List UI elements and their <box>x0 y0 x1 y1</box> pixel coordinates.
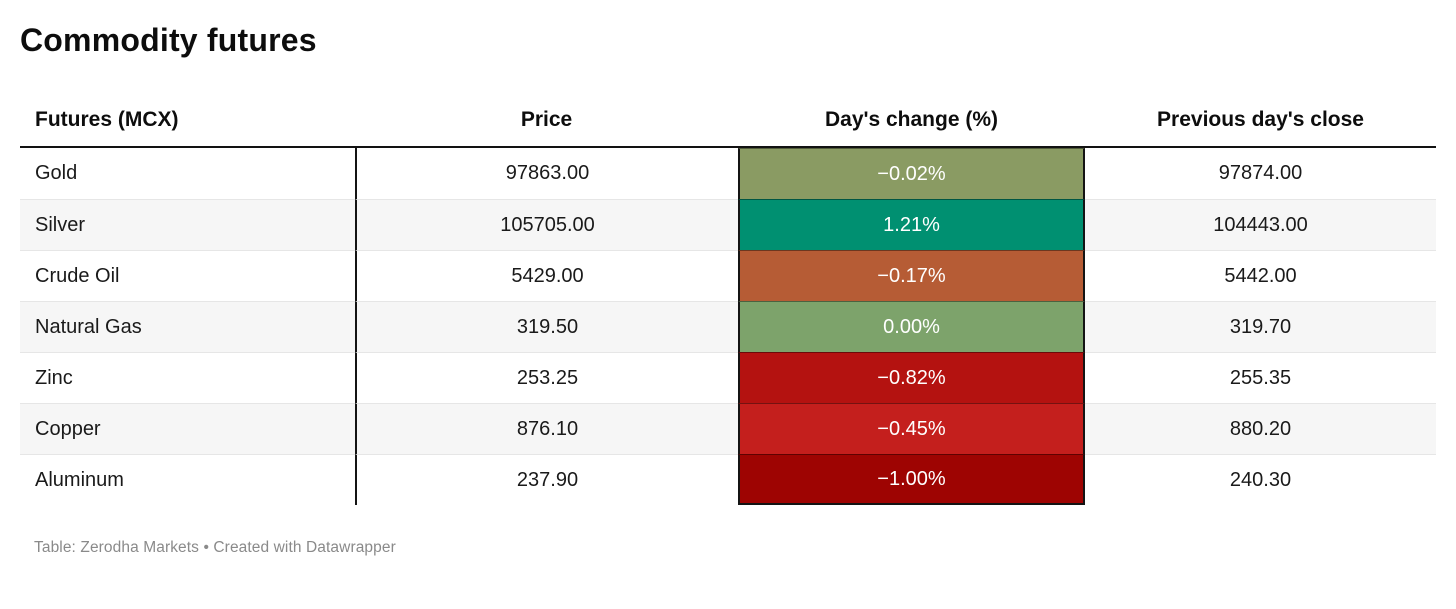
table-row-natural-gas: Natural Gas 319.50 0.00% 319.70 <box>20 301 1436 352</box>
table-header: Futures (MCX) Price Day's change (%) Pre… <box>20 108 1436 148</box>
datawrapper-table-page: Commodity futures Futures (MCX) Price Da… <box>20 22 1436 557</box>
table-row-silver: Silver 105705.00 1.21% 104443.00 <box>20 199 1436 250</box>
cell-day-change: 0.00% <box>738 301 1085 352</box>
commodity-futures-table: Futures (MCX) Price Day's change (%) Pre… <box>20 108 1436 505</box>
table-body: Gold 97863.00 −0.02% 97874.00 Silver 105… <box>20 148 1436 505</box>
cell-price: 5429.00 <box>355 250 738 301</box>
cell-futures: Silver <box>20 199 355 250</box>
col-header-price: Price <box>355 108 738 148</box>
page-title: Commodity futures <box>20 22 317 58</box>
table-row-zinc: Zinc 253.25 −0.82% 255.35 <box>20 352 1436 403</box>
cell-day-change: −1.00% <box>738 454 1085 505</box>
cell-prev-close: 319.70 <box>1085 301 1436 352</box>
cell-futures: Natural Gas <box>20 301 355 352</box>
col-header-prev-close: Previous day's close <box>1085 108 1436 148</box>
col-header-day-change: Day's change (%) <box>738 108 1085 148</box>
footer-label: Table: <box>34 539 81 556</box>
cell-prev-close: 5442.00 <box>1085 250 1436 301</box>
cell-prev-close: 240.30 <box>1085 454 1436 505</box>
cell-price: 97863.00 <box>355 148 738 199</box>
table-row-aluminum: Aluminum 237.90 −1.00% 240.30 <box>20 454 1436 505</box>
cell-price: 105705.00 <box>355 199 738 250</box>
cell-futures: Crude Oil <box>20 250 355 301</box>
cell-price: 876.10 <box>355 403 738 454</box>
cell-price: 237.90 <box>355 454 738 505</box>
cell-futures: Copper <box>20 403 355 454</box>
col-header-futures: Futures (MCX) <box>20 108 355 148</box>
table-row-crude-oil: Crude Oil 5429.00 −0.17% 5442.00 <box>20 250 1436 301</box>
cell-price: 319.50 <box>355 301 738 352</box>
table-footer: Table: Zerodha Markets • Created with Da… <box>20 539 1436 557</box>
header-row: Futures (MCX) Price Day's change (%) Pre… <box>20 108 1436 148</box>
cell-futures: Zinc <box>20 352 355 403</box>
cell-day-change: −0.82% <box>738 352 1085 403</box>
table-row-gold: Gold 97863.00 −0.02% 97874.00 <box>20 148 1436 199</box>
footer-separator: • <box>199 539 214 556</box>
cell-prev-close: 255.35 <box>1085 352 1436 403</box>
cell-day-change: −0.45% <box>738 403 1085 454</box>
cell-price: 253.25 <box>355 352 738 403</box>
cell-day-change: −0.02% <box>738 148 1085 199</box>
table-row-copper: Copper 876.10 −0.45% 880.20 <box>20 403 1436 454</box>
footer-source-link[interactable]: Zerodha Markets <box>80 539 200 556</box>
cell-futures: Gold <box>35 162 78 184</box>
cell-day-change: −0.17% <box>738 250 1085 301</box>
cell-prev-close: 880.20 <box>1085 403 1436 454</box>
cell-day-change: 1.21% <box>738 199 1085 250</box>
footer-datawrapper-link[interactable]: Created with Datawrapper <box>213 539 396 556</box>
cell-prev-close: 97874.00 <box>1218 162 1303 184</box>
cell-futures: Aluminum <box>20 454 355 505</box>
cell-prev-close: 104443.00 <box>1085 199 1436 250</box>
